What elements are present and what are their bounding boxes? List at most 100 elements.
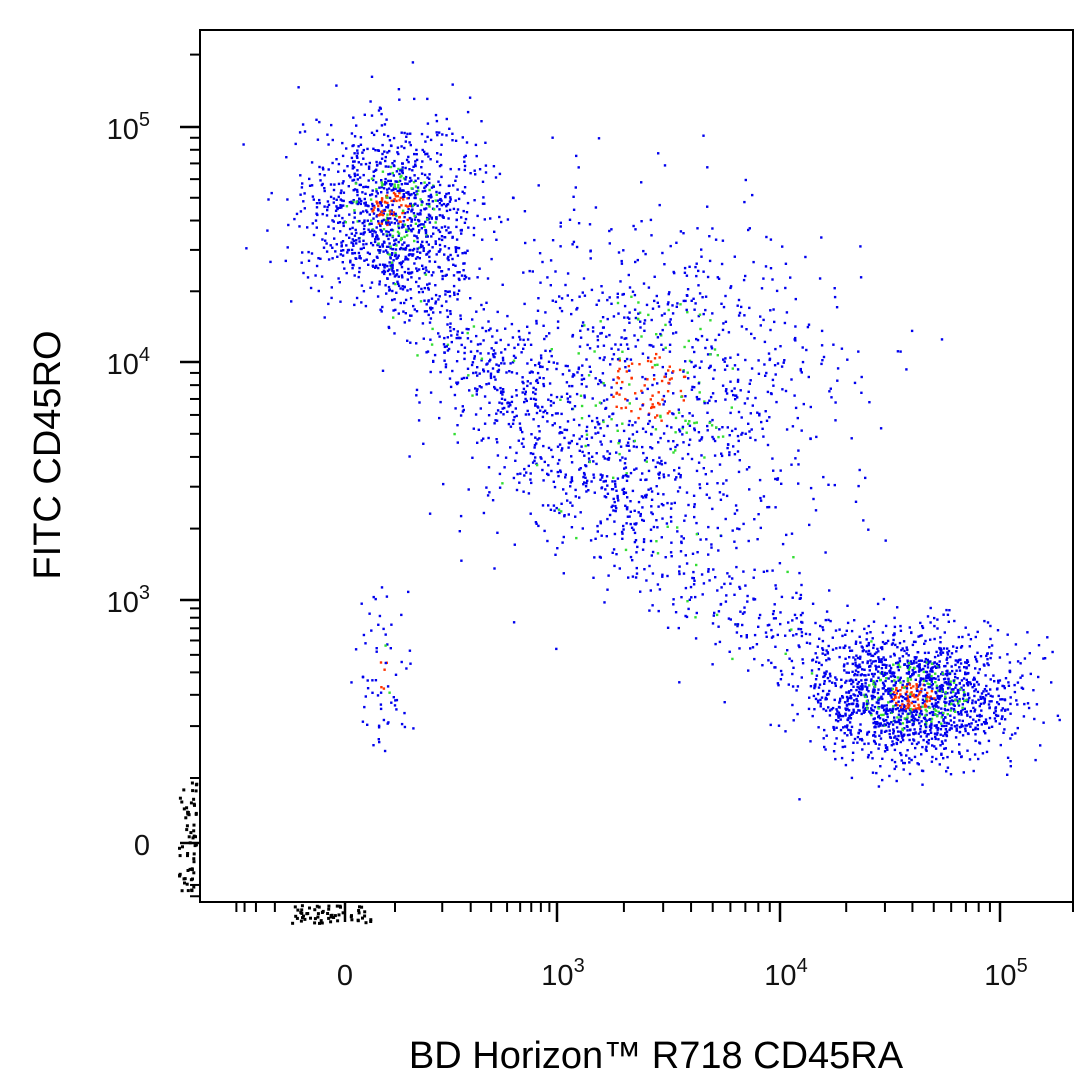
event-dot [896, 703, 899, 707]
event-dot [599, 427, 602, 430]
event-dot [996, 701, 999, 704]
event-dot [577, 366, 581, 369]
event-dot [909, 678, 913, 681]
event-dot [958, 669, 962, 672]
event-dot [445, 273, 448, 277]
event-dot [460, 377, 464, 380]
event-dot [660, 343, 663, 346]
event-dot [529, 382, 532, 385]
event-dot [930, 674, 933, 678]
event-dot [358, 270, 361, 274]
event-dot [1007, 681, 1010, 684]
event-dot [656, 301, 659, 304]
event-dot [554, 553, 557, 556]
event-dot [415, 342, 418, 345]
event-dot [926, 615, 930, 618]
event-dot [444, 290, 447, 293]
event-dot [741, 612, 745, 615]
event-dot [312, 233, 316, 237]
event-dot [587, 489, 590, 492]
event-dot [616, 358, 620, 361]
event-dot [644, 478, 647, 482]
event-dot [443, 253, 446, 256]
event-dot [536, 309, 540, 312]
event-dot [750, 428, 753, 431]
event-dot [438, 230, 442, 234]
event-dot [717, 277, 721, 280]
event-dot [394, 248, 398, 251]
event-dot [417, 177, 420, 180]
event-dot [595, 303, 598, 306]
event-dot [913, 728, 916, 731]
event-dot [872, 739, 876, 743]
event-dot [844, 681, 847, 684]
event-dot [519, 428, 522, 431]
event-dot [374, 235, 378, 239]
event-dot [915, 710, 919, 714]
event-dot [909, 660, 912, 663]
event-dot [878, 743, 881, 746]
event-dot [836, 367, 840, 370]
event-dot [731, 367, 734, 370]
event-dot [445, 134, 448, 137]
event-dot [378, 162, 382, 165]
event-dot [439, 197, 442, 201]
event-dot [701, 296, 704, 299]
event-dot [381, 243, 384, 247]
event-dot [894, 708, 898, 711]
event-dot [375, 647, 378, 650]
event-dot [432, 311, 435, 314]
event-dot [740, 416, 743, 419]
event-dot [874, 659, 877, 663]
event-dot [907, 668, 911, 671]
event-dot [487, 329, 491, 332]
event-dot [692, 570, 695, 574]
event-dot [607, 456, 611, 460]
event-dot [899, 681, 902, 684]
event-dot [388, 139, 392, 142]
event-dot [422, 247, 425, 250]
event-dot [917, 719, 920, 722]
event-dot [582, 277, 586, 280]
event-dot [438, 266, 441, 269]
axis-pileup-mark [300, 908, 304, 912]
event-dot [910, 662, 914, 665]
event-dot [547, 360, 551, 363]
event-dot [940, 694, 943, 697]
event-dot [694, 637, 698, 640]
event-dot [773, 603, 776, 606]
event-dot [826, 676, 830, 680]
event-dot [878, 734, 881, 737]
event-dot [398, 216, 401, 219]
event-dot [895, 720, 899, 724]
event-dot [341, 154, 345, 158]
event-dot [476, 343, 480, 346]
event-dot [421, 322, 425, 325]
event-dot [456, 441, 459, 444]
event-dot [363, 219, 366, 222]
event-dot [872, 721, 875, 725]
event-dot [867, 753, 870, 757]
event-dot [669, 551, 673, 554]
event-dot [395, 199, 398, 203]
event-dot [757, 513, 760, 516]
axis-pileup-mark [336, 919, 340, 923]
event-dot [369, 193, 372, 197]
event-dot [500, 397, 504, 400]
event-dot [380, 230, 383, 233]
event-dot [878, 660, 882, 663]
event-dot [639, 514, 642, 518]
event-dot [533, 459, 536, 462]
axis-pileup-mark [315, 904, 319, 908]
event-dot [318, 198, 321, 202]
axis-pileup-mark [316, 915, 320, 919]
event-dot [662, 504, 665, 507]
event-dot [438, 208, 441, 211]
event-dot [827, 483, 830, 486]
event-dot [710, 546, 713, 549]
event-dot [940, 752, 943, 755]
event-dot [872, 660, 875, 663]
event-dot [693, 350, 696, 354]
event-dot [389, 210, 392, 213]
event-dot [944, 728, 948, 731]
